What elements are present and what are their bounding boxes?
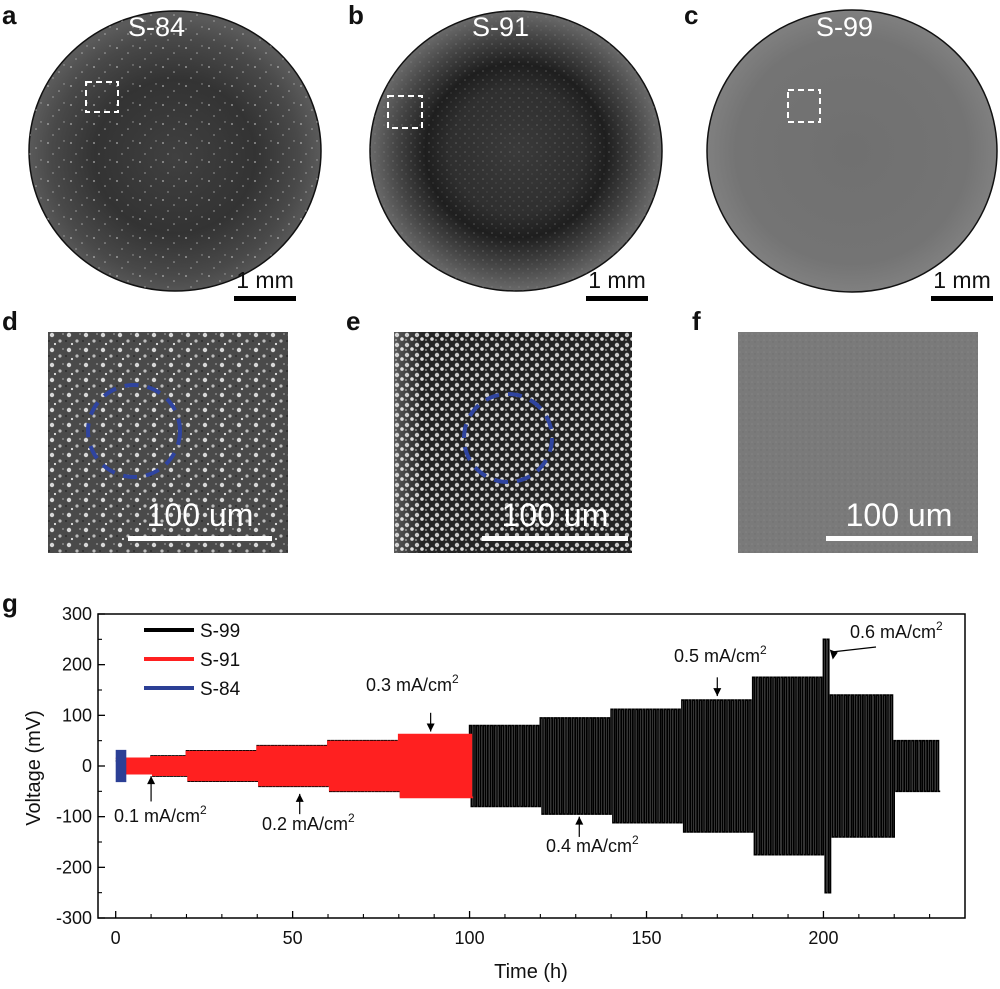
annotation-a01: 0.1 mA/cm2 (114, 776, 207, 826)
annotation-arrow (831, 646, 877, 653)
zoom-region-box (387, 95, 423, 129)
y-axis-label: Voltage (mV) (23, 710, 45, 826)
zoom-image-s99 (738, 332, 978, 553)
axis-ticks: 0 50 100 150 200 -300 -200 -100 0 100 200 300 (56, 604, 931, 948)
annotation-a02: 0.2 mA/cm2 (262, 793, 355, 834)
annotation-arrowhead (426, 723, 435, 732)
annotation-a06: 0.6 mA/cm2 (829, 619, 943, 660)
scale-bar-b: 1 mm (582, 267, 652, 301)
panel-letter-f: f (692, 306, 701, 336)
panel-letter-d: d (2, 306, 18, 336)
annotation-label: 0.3 mA/cm2 (366, 672, 459, 695)
chart-legend: S-99 S-91 S-84 (144, 621, 241, 700)
zoom-region-box (85, 81, 119, 113)
zoom-image-s84 (48, 332, 288, 553)
scale-line (482, 536, 628, 541)
scale-bar-e: 100 um (482, 497, 628, 541)
scale-label: 100 um (845, 497, 953, 533)
annotation-label: 0.5 mA/cm2 (674, 643, 767, 666)
annotation-arrowhead (147, 776, 156, 785)
annotation-arrowhead (829, 649, 838, 660)
scale-line (234, 296, 296, 301)
annotation-superscript: 2 (632, 833, 639, 847)
scale-label: 100 um (501, 497, 609, 533)
zoom-region-box (787, 89, 821, 123)
scale-label: 1 mm (933, 267, 991, 293)
annotation-arrowhead (713, 688, 722, 697)
scale-line (931, 296, 993, 301)
x-tick-label: 150 (631, 928, 661, 948)
annotation-a05: 0.5 mA/cm2 (674, 643, 767, 697)
scale-line (128, 536, 272, 541)
zoom-image-s91 (394, 332, 632, 553)
y-tick-label: -300 (56, 908, 92, 928)
x-tick-label: 100 (455, 928, 485, 948)
x-tick-label: 0 (111, 928, 121, 948)
annotation-superscript: 2 (200, 803, 207, 817)
scale-line (826, 536, 972, 541)
y-tick-label: -100 (56, 807, 92, 827)
annotation-label: 0.4 mA/cm2 (546, 833, 639, 856)
legend-label-s-91: S-91 (200, 650, 240, 671)
y-tick-label: 100 (62, 705, 92, 725)
scale-bar-c: 1 mm (926, 267, 998, 301)
annotation-label: 0.1 mA/cm2 (114, 803, 207, 826)
sample-label-s99: S-99 (816, 12, 874, 42)
series-line-s-91 (115, 733, 474, 799)
scale-bar-d: 100 um (128, 497, 272, 541)
annotation-a04: 0.4 mA/cm2 (546, 816, 639, 856)
panel-letter-g: g (2, 588, 18, 618)
disc-image-s84 (22, 6, 328, 296)
x-tick-label: 50 (283, 928, 303, 948)
annotation-arrowhead (575, 816, 584, 825)
x-axis-label: Time (h) (494, 961, 568, 983)
sample-label-s91: S-91 (472, 12, 530, 42)
scale-line (586, 296, 648, 301)
dashed-circle-marker (86, 383, 182, 479)
annotation-superscript: 2 (760, 643, 767, 657)
y-tick-label: 300 (62, 604, 92, 624)
y-tick-label: -200 (56, 857, 92, 877)
y-tick-label: 200 (62, 655, 92, 675)
scale-bar-f: 100 um (826, 497, 972, 541)
x-tick-label: 200 (808, 928, 838, 948)
scale-bar-a: 1 mm (230, 267, 300, 301)
disc-image-s99 (704, 6, 1000, 296)
disc-image-s91 (364, 6, 669, 296)
annotation-superscript: 2 (452, 672, 459, 686)
y-tick-label: 0 (82, 756, 92, 776)
legend-label-s-99: S-99 (200, 621, 240, 642)
annotation-arrowhead (295, 793, 304, 802)
panel-letter-e: e (346, 306, 361, 336)
panel-letter-c: c (684, 0, 699, 30)
sample-label-s84: S-84 (128, 12, 186, 42)
scale-label: 1 mm (236, 267, 294, 293)
scale-label: 100 um (146, 497, 254, 533)
dashed-circle-marker (462, 392, 554, 484)
panel-letter-a: a (2, 0, 17, 30)
annotation-superscript: 2 (348, 811, 355, 825)
annotation-label: 0.2 mA/cm2 (262, 811, 355, 834)
legend-label-s-84: S-84 (200, 679, 241, 700)
annotation-superscript: 2 (936, 619, 943, 633)
series-line-s-84 (115, 749, 127, 783)
plot-traces (115, 638, 941, 894)
annotation-a03: 0.3 mA/cm2 (366, 672, 459, 732)
chart-annotations: 0.1 mA/cm2 0.2 mA/cm2 0.3 mA/cm2 0.4 mA/cm2… (114, 619, 943, 856)
panel-letter-b: b (348, 0, 364, 30)
annotation-label: 0.6 mA/cm2 (850, 619, 943, 642)
scale-label: 1 mm (588, 267, 646, 293)
